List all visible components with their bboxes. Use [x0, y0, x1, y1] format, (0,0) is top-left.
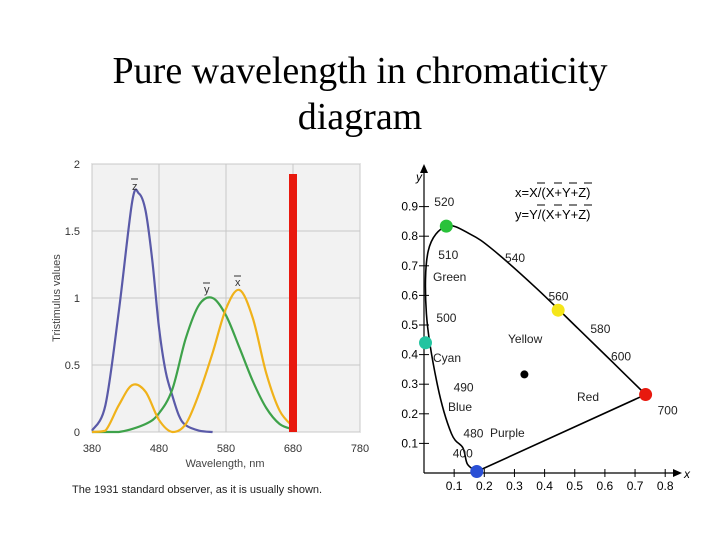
- series-label-x: x: [235, 277, 241, 289]
- region-label-yellow: Yellow: [508, 332, 543, 346]
- right-x-tick-label: 0.8: [657, 479, 674, 493]
- right-x-tick-label: 0.3: [506, 479, 523, 493]
- wavelength-label-580: 580: [590, 322, 610, 336]
- right-y-tick-label: 0.1: [401, 436, 418, 450]
- right-x-arrow: [673, 469, 682, 477]
- chromaticity-diagram: 0.1 0.2 0.3 0.4 0.5 0.6 0.7 0.8 0.1 0.2 0.3 0.4 0.5 0…: [401, 164, 691, 493]
- color-point-blue: [470, 465, 484, 479]
- series-label-z: z: [132, 181, 138, 193]
- formula-y: y=Y/(X+Y+Z): [515, 207, 591, 222]
- right-y-arrow: [420, 164, 428, 173]
- wavelength-label-560: 560: [548, 289, 568, 303]
- wavelength-label-700: 700: [658, 404, 678, 418]
- title-line-2: diagram: [297, 96, 423, 138]
- right-y-tick-label: 0.2: [401, 407, 418, 421]
- right-y-tick-label: 0.4: [401, 348, 418, 362]
- right-y-tick-label: 0.6: [401, 288, 418, 302]
- color-matching-chart: 380 480 580 680 780 0 0.5 1 1.5 2 Tristimulus val…: [51, 159, 369, 496]
- wavelength-label-540: 540: [505, 251, 525, 265]
- left-x-tick-label: 780: [351, 443, 369, 455]
- curve-x: [91, 288, 294, 434]
- wavelength-label-520: 520: [434, 195, 454, 209]
- region-label-green: Green: [433, 270, 466, 284]
- left-x-axis-label: Wavelength, nm: [185, 458, 264, 470]
- slide-title: Pure wavelength in chromaticity diagram: [60, 48, 660, 140]
- spectral-locus: [424, 224, 647, 473]
- curve-y: [91, 296, 294, 434]
- wavelength-label-490: 490: [454, 381, 474, 395]
- left-x-tick-label: 480: [150, 443, 168, 455]
- wavelength-marker-bar: [289, 174, 297, 432]
- left-x-tick-label: 380: [83, 443, 101, 455]
- right-x-tick-label: 0.5: [566, 479, 583, 493]
- wavelength-label-510: 510: [438, 248, 458, 262]
- left-y-tick-label: 0: [74, 427, 80, 439]
- color-point-red: [639, 388, 653, 402]
- wavelength-label-400: 400: [453, 447, 473, 461]
- formula-x: x=X/(X+Y+Z): [515, 185, 591, 200]
- left-y-tick-label: 1.5: [65, 226, 80, 238]
- right-y-axis-label: y: [415, 170, 423, 184]
- right-x-tick-label: 0.2: [476, 479, 493, 493]
- right-y-tick-label: 0.8: [401, 229, 418, 243]
- right-x-tick-label: 0.6: [597, 479, 614, 493]
- right-x-tick-label: 0.1: [446, 479, 463, 493]
- left-caption: The 1931 standard observer, as it is usu…: [72, 484, 322, 496]
- title-line-1: Pure wavelength in chromaticity: [112, 50, 608, 92]
- region-label-red: Red: [577, 390, 599, 404]
- right-x-axis-label: x: [683, 467, 691, 481]
- left-y-axis-label: Tristimulus values: [51, 254, 63, 342]
- region-label-cyan: Cyan: [433, 351, 461, 365]
- color-point-yellow: [551, 303, 565, 317]
- color-point-green: [439, 219, 453, 233]
- left-x-tick-label: 680: [284, 443, 302, 455]
- right-y-tick-label: 0.7: [401, 259, 418, 273]
- wavelength-label-600: 600: [611, 350, 631, 364]
- right-y-tick-label: 0.5: [401, 318, 418, 332]
- region-label-purple: Purple: [490, 426, 525, 440]
- left-y-tick-label: 0.5: [65, 360, 80, 372]
- wavelength-label-500: 500: [436, 311, 456, 325]
- color-point-cyan: [419, 336, 433, 350]
- right-x-tick-label: 0.4: [536, 479, 553, 493]
- series-label-y: y: [204, 284, 210, 296]
- wavelength-label-480: 480: [463, 427, 483, 441]
- left-y-tick-label: 2: [74, 159, 80, 171]
- right-x-tick-label: 0.7: [627, 479, 644, 493]
- left-x-tick-label: 580: [217, 443, 235, 455]
- curve-z: [91, 188, 213, 434]
- color-point-white: [520, 370, 529, 379]
- right-y-tick-label: 0.3: [401, 377, 418, 391]
- region-label-blue: Blue: [448, 400, 472, 414]
- left-y-tick-label: 1: [74, 293, 80, 305]
- right-y-tick-label: 0.9: [401, 200, 418, 214]
